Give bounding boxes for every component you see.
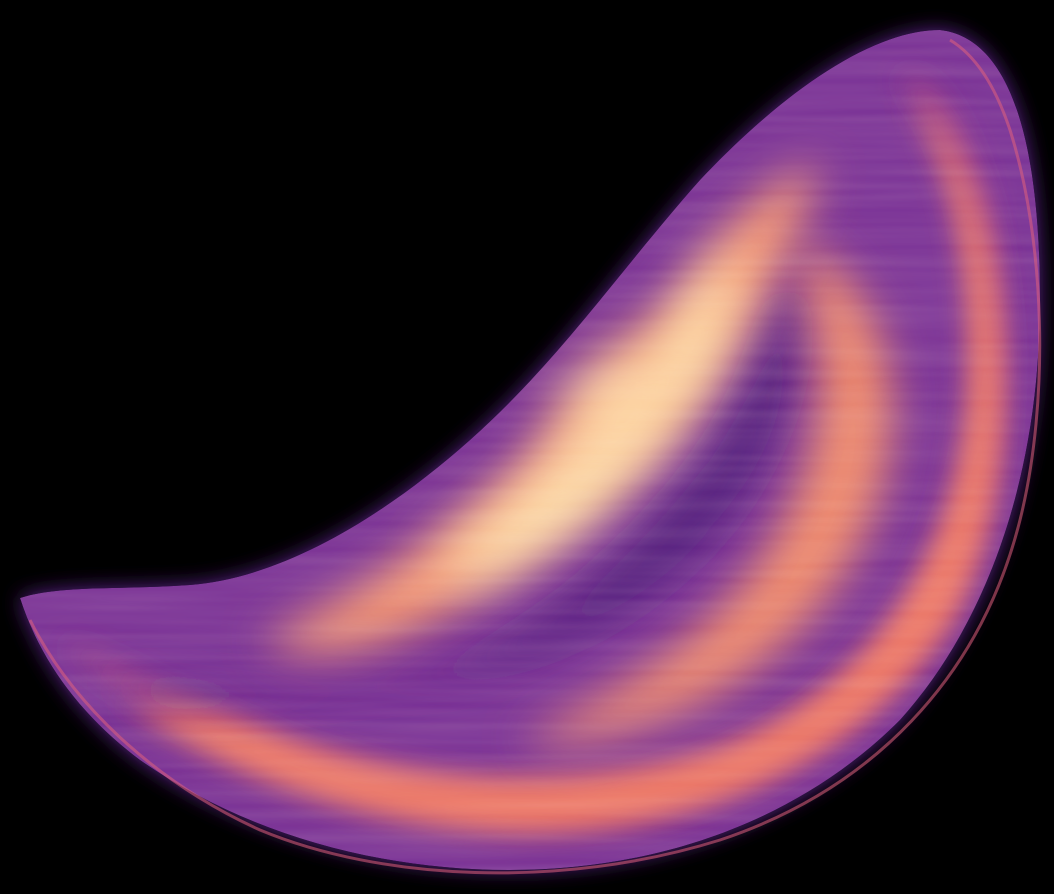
outer-rim xyxy=(28,38,1042,875)
